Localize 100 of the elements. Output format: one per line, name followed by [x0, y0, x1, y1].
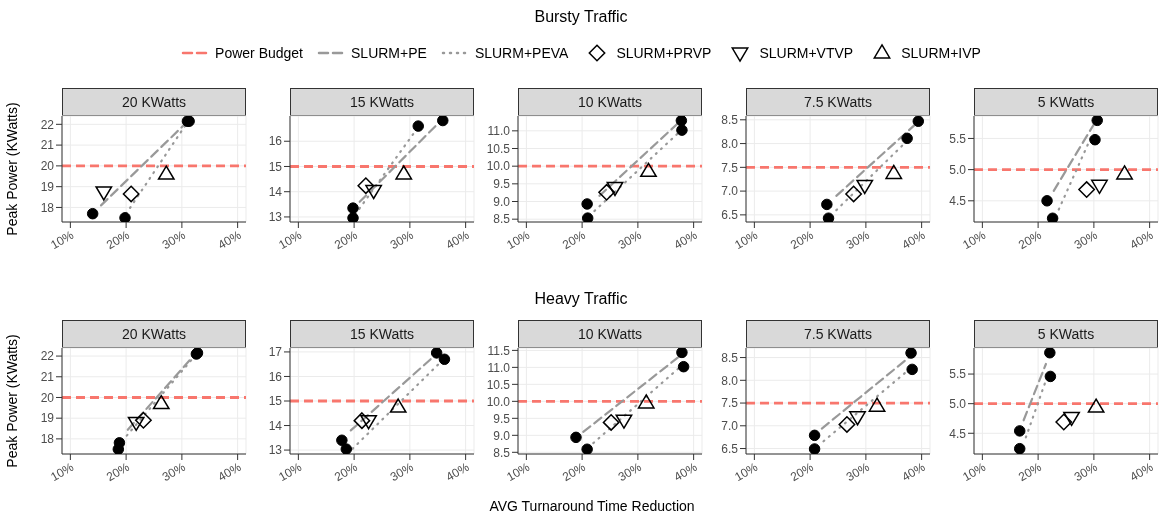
- x-tick-label: 10%: [276, 459, 305, 484]
- chart-title: 5 KWatts: [974, 88, 1158, 116]
- x-tick-label: 30%: [159, 459, 188, 484]
- y-tick-label: 13: [268, 443, 283, 458]
- y-tick-label: 8.5: [493, 445, 511, 460]
- x-tick-label: 40%: [443, 459, 472, 484]
- y-tick-label: 10.5: [486, 377, 511, 392]
- chart-title: 7.5 KWatts: [746, 88, 930, 116]
- y-tick-label: 13: [268, 210, 283, 225]
- x-tick-label: 30%: [1071, 227, 1100, 252]
- y-tick-label: 16: [268, 369, 283, 384]
- y-tick-label: 14: [268, 184, 283, 199]
- y-tick-label: 7.5: [721, 160, 739, 175]
- x-tick-label: 30%: [1071, 459, 1100, 484]
- y-tick-label: 19: [40, 411, 55, 426]
- y-tick-label: 21: [40, 370, 55, 385]
- x-tick-label: 30%: [843, 227, 872, 252]
- x-tick-label: 40%: [671, 459, 700, 484]
- legend-label: SLURM+PRVP: [616, 45, 712, 61]
- x-tick-label: 30%: [387, 227, 416, 252]
- y-tick-label: 5.5: [949, 131, 967, 146]
- legend-label: SLURM+PEVA: [474, 45, 569, 61]
- y-tick-label: 9.0: [493, 194, 511, 209]
- y-axis-title: Peak Power (KWatts): [3, 334, 20, 468]
- x-tick-label: 40%: [671, 227, 700, 252]
- y-tick-label: 8.5: [721, 113, 739, 128]
- y-tick-label: 14: [268, 418, 283, 433]
- chart-title: 10 KWatts: [518, 88, 702, 116]
- text: Heavy Traffic: [533, 290, 629, 308]
- x-tick-label: 30%: [843, 459, 872, 484]
- x-tick-label: 10%: [960, 459, 989, 484]
- x-tick-label: 10%: [732, 227, 761, 252]
- x-tick-label: 20%: [560, 227, 589, 252]
- y-tick-label: 10.0: [486, 394, 511, 409]
- y-tick-label: 11.0: [487, 360, 511, 375]
- y-tick-label: 4.5: [949, 194, 967, 209]
- y-tick-label: 5.0: [949, 396, 967, 411]
- y-tick-label: 8.5: [493, 212, 511, 227]
- x-tick-label: 30%: [615, 227, 644, 252]
- x-tick-label: 20%: [104, 459, 133, 484]
- x-tick-label: 30%: [159, 227, 188, 252]
- y-tick-label: 10.5: [486, 141, 511, 156]
- text: Bursty Traffic: [533, 8, 629, 26]
- x-tick-label: 20%: [560, 459, 589, 484]
- y-tick-label: 15: [268, 394, 283, 409]
- y-tick-label: 16: [268, 134, 283, 149]
- legend-label: SLURM+IVP: [901, 45, 981, 61]
- y-tick-label: 15: [268, 159, 283, 174]
- y-tick-label: 22: [40, 349, 55, 364]
- y-tick-label: 5.0: [949, 162, 967, 177]
- y-tick-label: 8.0: [721, 136, 739, 151]
- y-tick-label: 10.0: [486, 159, 511, 174]
- x-tick-label: 40%: [215, 227, 244, 252]
- x-tick-label: 40%: [899, 459, 928, 484]
- y-tick-label: 17: [268, 345, 283, 360]
- y-tick-label: 7.0: [721, 184, 739, 199]
- legend-label: Power Budget: [215, 45, 304, 61]
- x-axis-title: AVG Turnaround Time Reduction: [488, 498, 696, 514]
- y-tick-label: 9.5: [493, 411, 511, 426]
- x-tick-label: 10%: [276, 227, 305, 252]
- x-tick-label: 40%: [215, 459, 244, 484]
- x-tick-label: 20%: [332, 459, 361, 484]
- x-tick-label: 10%: [48, 227, 77, 252]
- legend-label: SLURM+PE: [351, 45, 427, 61]
- x-tick-label: 40%: [1127, 227, 1156, 252]
- y-tick-label: 5.5: [949, 367, 967, 382]
- y-tick-label: 4.5: [949, 426, 967, 441]
- chart-title: 20 KWatts: [62, 320, 246, 348]
- x-tick-label: 10%: [960, 227, 989, 252]
- x-tick-label: 20%: [1016, 227, 1045, 252]
- y-tick-label: 9.0: [493, 428, 511, 443]
- chart-title: 10 KWatts: [518, 320, 702, 348]
- y-tick-label: 11.5: [487, 343, 511, 358]
- legend-label: SLURM+VTVP: [759, 45, 854, 61]
- x-tick-label: 20%: [788, 227, 817, 252]
- y-tick-label: 20: [40, 390, 55, 405]
- chart-title: 5 KWatts: [974, 320, 1158, 348]
- y-tick-label: 9.5: [493, 177, 511, 192]
- x-tick-label: 10%: [504, 459, 533, 484]
- y-tick-label: 7.5: [721, 396, 739, 411]
- y-tick-label: 6.5: [721, 208, 739, 223]
- y-tick-label: 8.0: [721, 373, 739, 388]
- y-tick-label: 19: [40, 179, 55, 194]
- y-tick-label: 6.5: [721, 441, 739, 456]
- x-tick-label: 20%: [788, 459, 817, 484]
- chart-title: 15 KWatts: [290, 88, 474, 116]
- y-tick-label: 7.0: [721, 419, 739, 434]
- x-tick-label: 10%: [732, 459, 761, 484]
- y-tick-label: 11.0: [487, 124, 511, 139]
- x-tick-label: 40%: [899, 227, 928, 252]
- x-tick-label: 20%: [1016, 459, 1045, 484]
- x-tick-label: 40%: [1127, 459, 1156, 484]
- x-tick-label: 10%: [48, 459, 77, 484]
- y-tick-label: 20: [40, 159, 55, 174]
- x-tick-label: 10%: [504, 227, 533, 252]
- chart-title: 15 KWatts: [290, 320, 474, 348]
- y-tick-label: 21: [40, 138, 55, 153]
- chart-title: 20 KWatts: [62, 88, 246, 116]
- x-tick-label: 20%: [332, 227, 361, 252]
- y-axis-title: Peak Power (KWatts): [3, 102, 20, 236]
